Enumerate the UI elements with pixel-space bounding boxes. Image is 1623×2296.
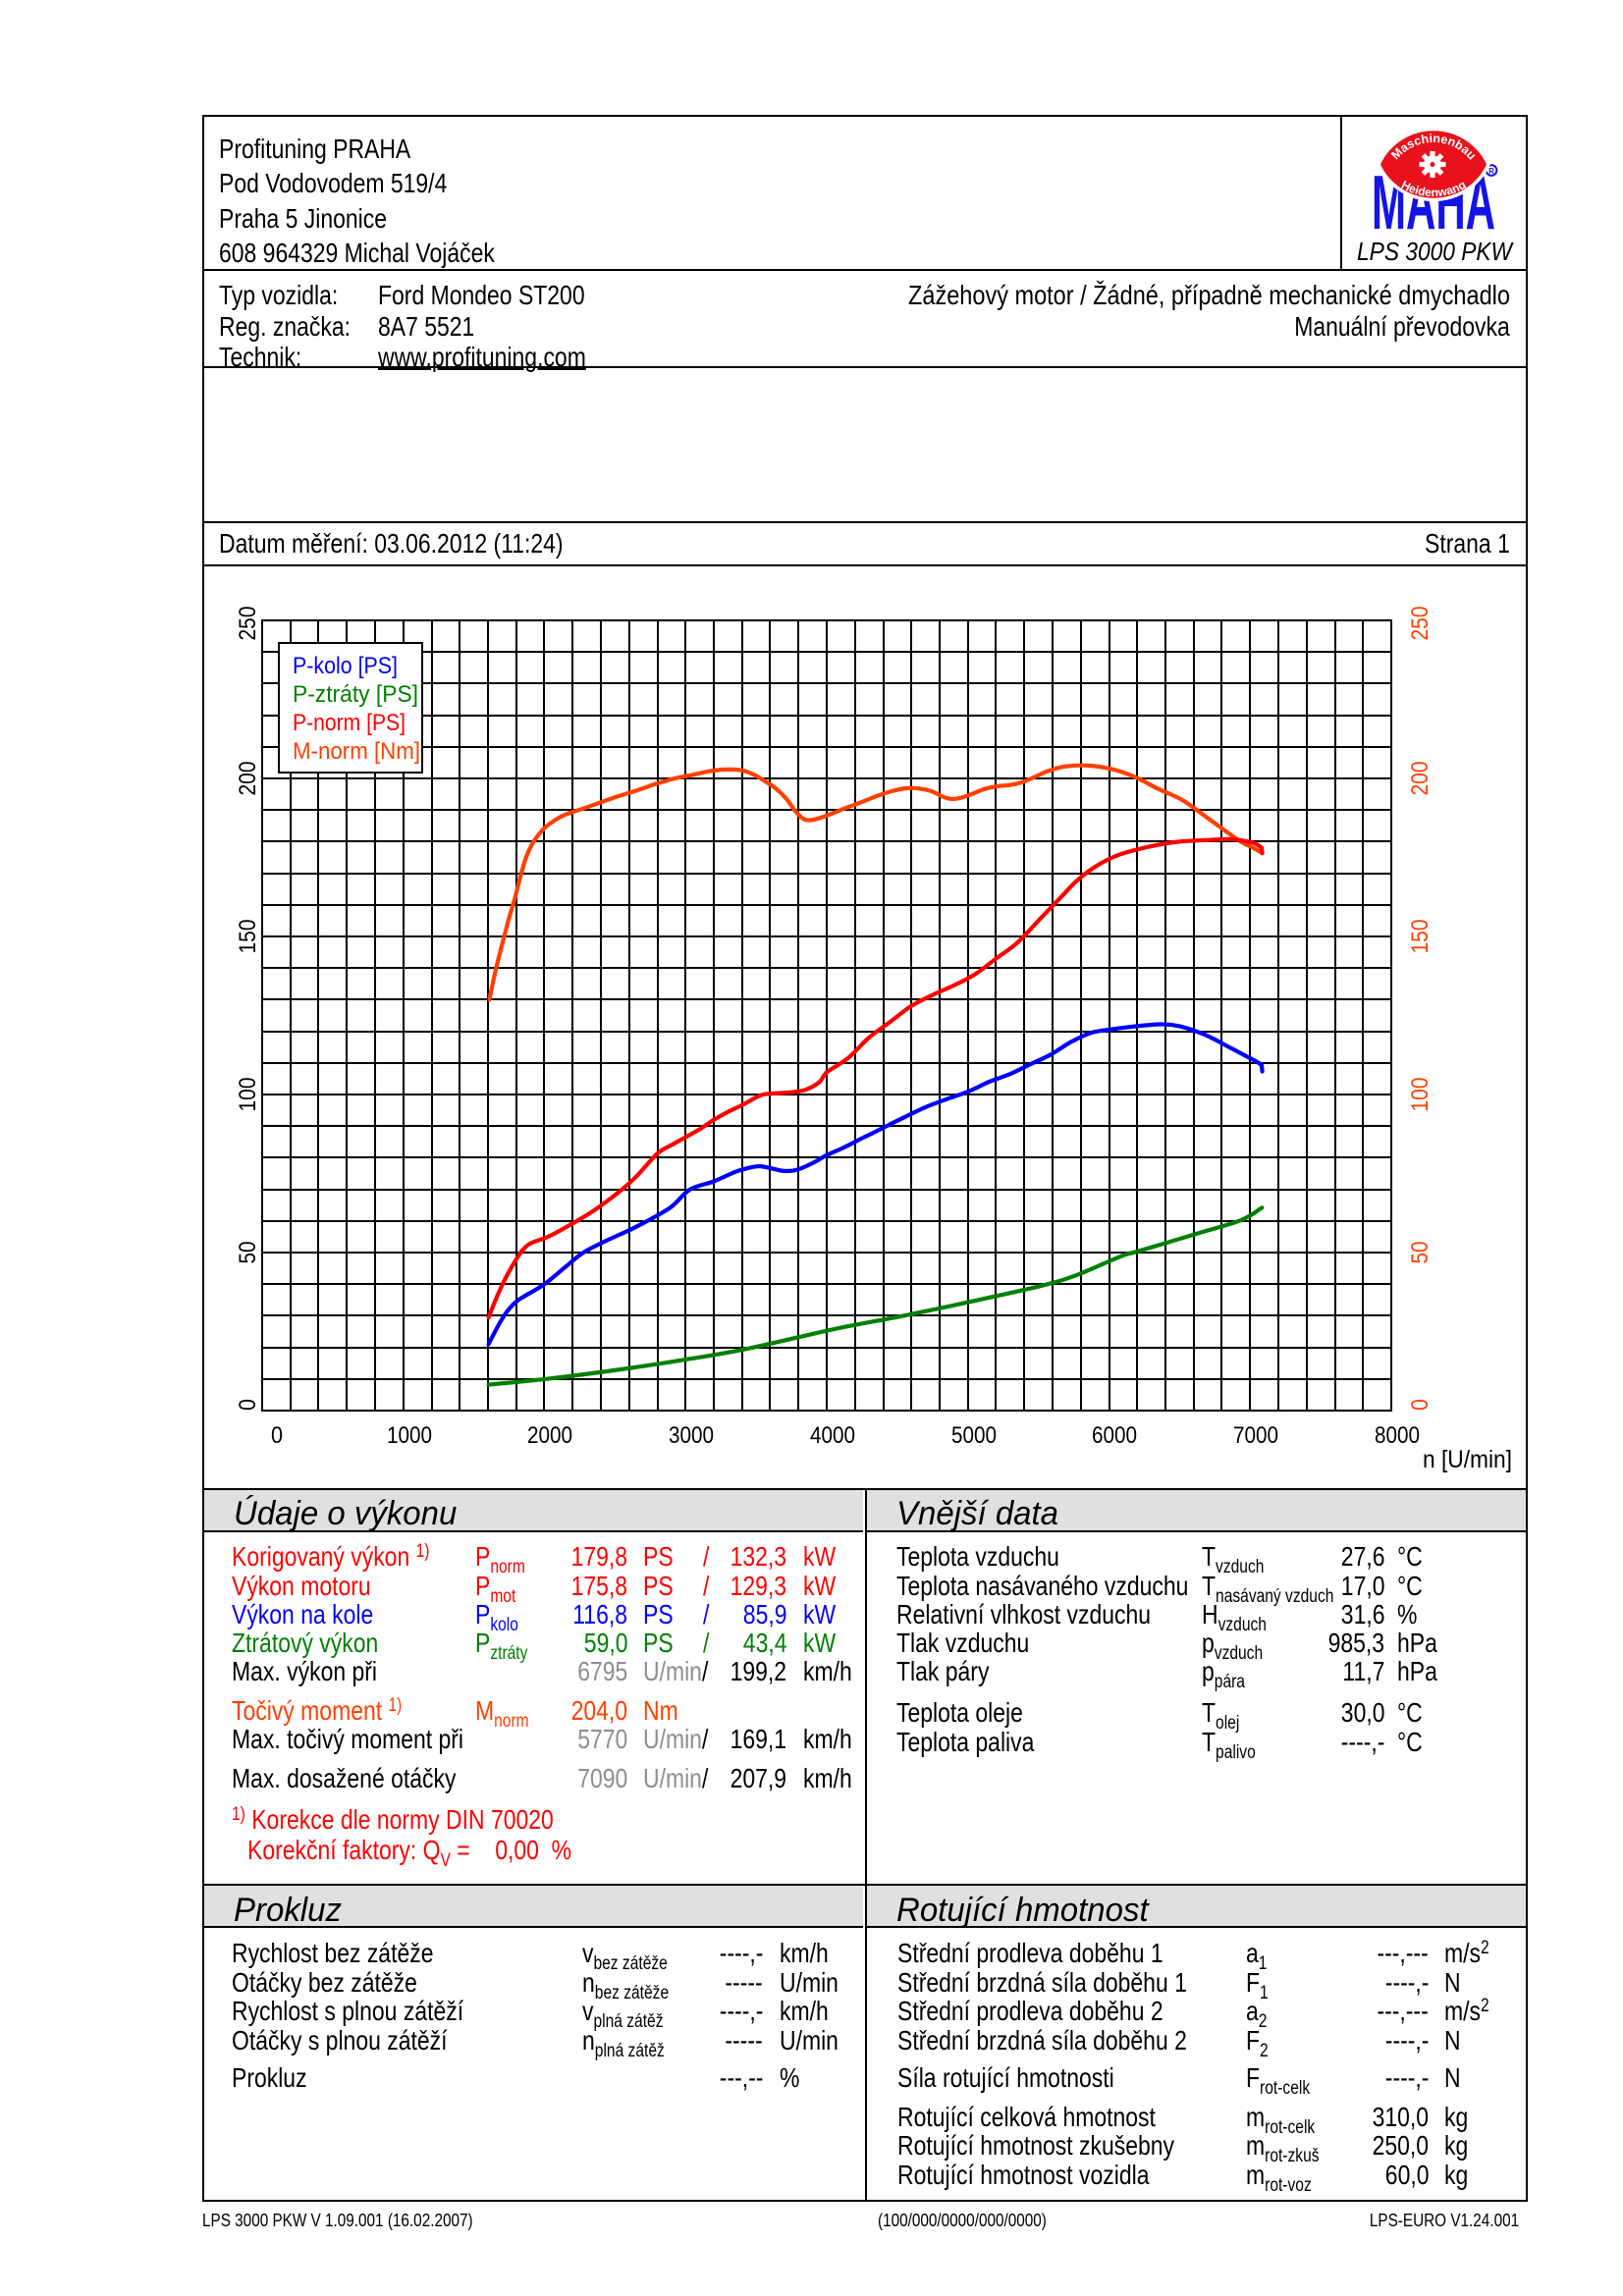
svg-text:150: 150 xyxy=(1407,920,1434,954)
svg-text:100: 100 xyxy=(235,1078,261,1112)
svg-text:7000: 7000 xyxy=(1233,1422,1278,1449)
svg-text:8000: 8000 xyxy=(1375,1422,1420,1449)
svg-text:2000: 2000 xyxy=(527,1422,572,1449)
svg-text:1000: 1000 xyxy=(387,1422,432,1449)
svg-text:Heidenwang: Heidenwang xyxy=(1399,178,1468,199)
svg-text:200: 200 xyxy=(1407,762,1434,796)
svg-text:3000: 3000 xyxy=(669,1422,714,1449)
svg-text:LPS 3000 PKW: LPS 3000 PKW xyxy=(1357,237,1514,266)
svg-text:50: 50 xyxy=(235,1242,261,1264)
svg-text:0: 0 xyxy=(271,1422,283,1449)
svg-text:0: 0 xyxy=(1407,1399,1434,1411)
svg-text:50: 50 xyxy=(1407,1242,1434,1264)
svg-text:P-ztráty [PS]: P-ztráty [PS] xyxy=(293,681,418,708)
svg-text:4000: 4000 xyxy=(810,1422,855,1449)
svg-text:150: 150 xyxy=(235,920,261,954)
svg-text:P-norm [PS]: P-norm [PS] xyxy=(293,710,406,736)
svg-text:6000: 6000 xyxy=(1092,1422,1137,1449)
svg-text:100: 100 xyxy=(1407,1078,1434,1112)
svg-text:0: 0 xyxy=(235,1399,261,1411)
svg-text:R: R xyxy=(1488,167,1494,176)
svg-text:n [U/min]: n [U/min] xyxy=(1423,1446,1512,1473)
svg-text:M-norm [Nm]: M-norm [Nm] xyxy=(293,738,420,765)
svg-text:200: 200 xyxy=(235,762,261,796)
svg-text:250: 250 xyxy=(1407,607,1434,641)
svg-text:5000: 5000 xyxy=(951,1422,997,1449)
svg-text:P-kolo [PS]: P-kolo [PS] xyxy=(293,653,398,679)
svg-text:250: 250 xyxy=(235,607,261,641)
